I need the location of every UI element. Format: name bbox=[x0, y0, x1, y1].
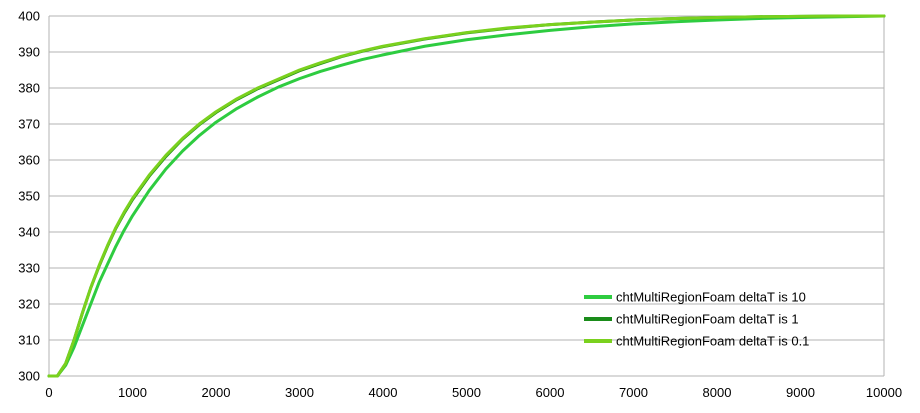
legend-label: chtMultiRegionFoam deltaT is 1 bbox=[616, 312, 799, 327]
x-tick-label: 3000 bbox=[285, 385, 314, 400]
y-tick-label: 310 bbox=[18, 333, 40, 348]
x-tick-label: 0 bbox=[45, 385, 52, 400]
x-tick-label: 2000 bbox=[202, 385, 231, 400]
x-tick-label: 1000 bbox=[118, 385, 147, 400]
legend-label: chtMultiRegionFoam deltaT is 10 bbox=[616, 290, 806, 305]
legend-item: chtMultiRegionFoam deltaT is 1 bbox=[584, 312, 799, 327]
x-tick-label: 6000 bbox=[536, 385, 565, 400]
x-tick-label: 10000 bbox=[866, 385, 902, 400]
x-tick-label: 8000 bbox=[703, 385, 732, 400]
y-tick-label: 320 bbox=[18, 297, 40, 312]
y-tick-label: 330 bbox=[18, 261, 40, 276]
x-tick-label: 9000 bbox=[786, 385, 815, 400]
legend-label: chtMultiRegionFoam deltaT is 0.1 bbox=[616, 334, 809, 349]
x-tick-label: 7000 bbox=[619, 385, 648, 400]
x-tick-label: 4000 bbox=[369, 385, 398, 400]
series-line-3 bbox=[47, 14, 886, 378]
y-tick-label: 300 bbox=[18, 369, 40, 384]
legend-item: chtMultiRegionFoam deltaT is 0.1 bbox=[584, 334, 809, 349]
y-tick-label: 380 bbox=[18, 81, 40, 96]
legend: chtMultiRegionFoam deltaT is 10 chtMultiR… bbox=[584, 290, 809, 349]
y-tick-label: 370 bbox=[18, 117, 40, 132]
series-line-1 bbox=[47, 14, 886, 378]
legend-item: chtMultiRegionFoam deltaT is 10 bbox=[584, 290, 806, 305]
y-tick-label: 400 bbox=[18, 9, 40, 24]
y-tick-label: 350 bbox=[18, 189, 40, 204]
y-tick-label: 390 bbox=[18, 45, 40, 60]
y-tick-label: 360 bbox=[18, 153, 40, 168]
series-lines bbox=[47, 14, 886, 378]
x-tick-label: 5000 bbox=[452, 385, 481, 400]
gridlines bbox=[49, 15, 885, 377]
y-tick-label: 340 bbox=[18, 225, 40, 240]
